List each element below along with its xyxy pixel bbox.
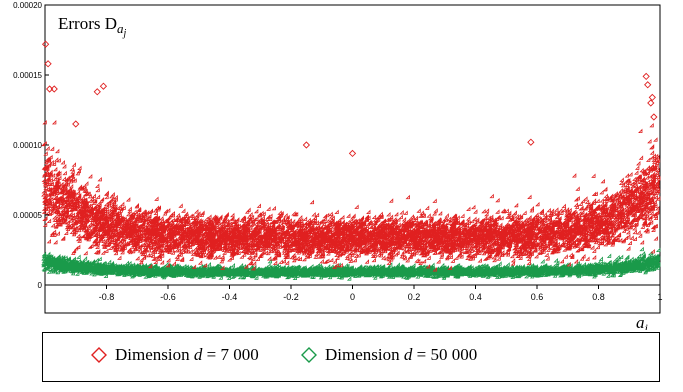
annotation-subsub: j: [122, 28, 127, 39]
y-tick-label: 0.00010: [13, 141, 42, 150]
y-tick-label: 0.00020: [13, 1, 42, 10]
errors-annotation: Errors Daj: [53, 10, 135, 39]
x-tick-label: -0.4: [222, 292, 238, 302]
x-tick-label: 0.8: [592, 292, 605, 302]
series-points: [41, 246, 661, 281]
x-tick-label: 0.6: [531, 292, 544, 302]
outlier-point: [302, 141, 311, 149]
outlier-point: [650, 113, 658, 121]
y-tick-label: 0: [38, 281, 43, 290]
y-tick-label: 0.00005: [13, 211, 42, 220]
outlier-point: [527, 138, 535, 146]
legend-label-value: = 50 000: [416, 345, 478, 364]
legend-label-value: = 7 000: [206, 345, 259, 364]
x-tick-label: 0: [350, 292, 355, 302]
outlier-point: [642, 72, 650, 81]
outlier-point: [41, 40, 50, 48]
svg-text:Errors Daj: Errors Daj: [58, 14, 127, 39]
data-points: [41, 40, 661, 281]
legend: Dimension d = 7 000 Dimension d = 50 000: [42, 332, 660, 382]
x-tick-label: -0.6: [160, 292, 176, 302]
x-axis-label: aj: [636, 313, 649, 330]
scatter-plot: -0.8 -0.6 -0.4 -0.2 0 0.2 0.4 0.6 0.8 1 0 0.00005 0.…: [13, 1, 662, 330]
series-points: [41, 120, 661, 272]
x-tick-label: 0.2: [408, 292, 421, 302]
outlier-point: [644, 81, 652, 89]
legend-label-prefix: Dimension: [115, 345, 190, 364]
legend-label-prefix: Dimension: [325, 345, 400, 364]
legend-item-d50000: Dimension d = 50 000: [301, 345, 477, 365]
x-tick-label: 0.4: [469, 292, 482, 302]
legend-item-d7000: Dimension d = 7 000: [91, 345, 259, 365]
outlier-point: [50, 85, 58, 93]
legend-label-var: d: [403, 345, 413, 364]
outlier-point: [348, 149, 357, 158]
x-tick-label: -0.2: [283, 292, 299, 302]
x-tick-label: -0.8: [99, 292, 115, 302]
tick-labels: -0.8 -0.6 -0.4 -0.2 0 0.2 0.4 0.6 0.8 1 0 0.00005 0.…: [13, 1, 662, 302]
annotation-text: Errors D: [58, 14, 117, 33]
green-diamond-icon: [301, 347, 317, 363]
outlier-point: [72, 120, 80, 128]
outlier-point: [647, 99, 655, 107]
y-tick-label: 0.00015: [13, 71, 42, 80]
outlier-point: [648, 93, 656, 102]
legend-label-var: d: [193, 345, 203, 364]
outlier-point: [93, 88, 101, 96]
red-diamond-icon: [91, 347, 107, 363]
axes: [45, 4, 661, 289]
outlier-point: [99, 82, 108, 90]
outlier-point: [44, 60, 52, 68]
annotation-sub: a: [117, 21, 124, 36]
x-tick-label: 1: [657, 292, 662, 302]
